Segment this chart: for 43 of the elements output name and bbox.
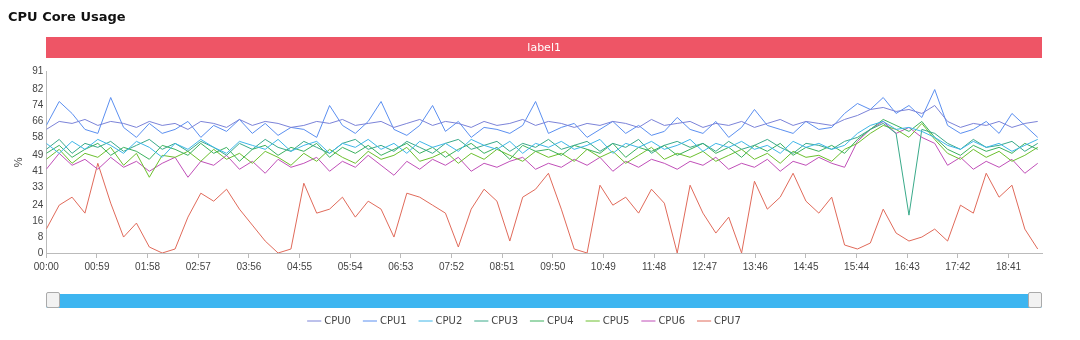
x-tick-label: 14:45 xyxy=(793,260,819,272)
chart-title: CPU Core Usage xyxy=(8,9,126,25)
x-tick-label: 00:00 xyxy=(33,260,60,272)
x-tick-label: 12:47 xyxy=(692,260,718,272)
legend-label: CPU4 xyxy=(547,314,574,326)
y-tick-label: 24 xyxy=(32,198,44,210)
x-tick-label: 05:54 xyxy=(337,260,364,272)
y-tick-label: 58 xyxy=(32,131,44,143)
x-tick-label: 16:43 xyxy=(894,260,921,272)
legend-label: CPU3 xyxy=(491,314,519,326)
y-tick-label: 66 xyxy=(32,115,44,127)
y-tick-label: 49 xyxy=(32,149,44,161)
x-tick-label: 10:49 xyxy=(590,260,617,272)
legend-label: CPU1 xyxy=(379,314,407,326)
legend-label: CPU7 xyxy=(714,314,741,326)
x-tick-label: 17:42 xyxy=(945,260,971,272)
x-tick-label: 15:44 xyxy=(844,260,870,272)
x-tick-label: 06:53 xyxy=(388,260,414,272)
x-tick-label: 08:51 xyxy=(489,260,516,272)
x-tick-label: 04:55 xyxy=(287,260,313,272)
y-tick-label: 0 xyxy=(37,246,44,258)
x-tick-label: 09:50 xyxy=(540,260,566,272)
y-axis-title: % xyxy=(11,157,24,168)
y-tick-label: 41 xyxy=(32,165,44,177)
x-tick-label: 13:46 xyxy=(742,260,769,272)
x-tick-label: 00:59 xyxy=(84,260,110,272)
legend-label: CPU2 xyxy=(435,314,463,326)
x-tick-label: 02:57 xyxy=(185,260,212,272)
y-tick-label: 82 xyxy=(32,83,44,95)
y-tick-label: 91 xyxy=(32,65,44,77)
legend-label: CPU6 xyxy=(658,314,686,326)
banner: label1 xyxy=(46,37,1042,58)
y-tick-label: 74 xyxy=(32,99,44,111)
x-tick-label: 01:58 xyxy=(135,260,161,272)
y-tick-label: 33 xyxy=(32,180,44,192)
x-tick-label: 18:41 xyxy=(996,260,1022,272)
y-tick-label: 8 xyxy=(37,230,44,242)
y-tick-label: 16 xyxy=(32,214,44,226)
x-tick-label: 03:56 xyxy=(236,260,262,272)
x-tick-label: 07:52 xyxy=(438,260,465,272)
legend-label: CPU5 xyxy=(602,314,630,326)
legend-label: CPU0 xyxy=(324,314,351,326)
x-tick-label: 11:48 xyxy=(641,260,667,272)
